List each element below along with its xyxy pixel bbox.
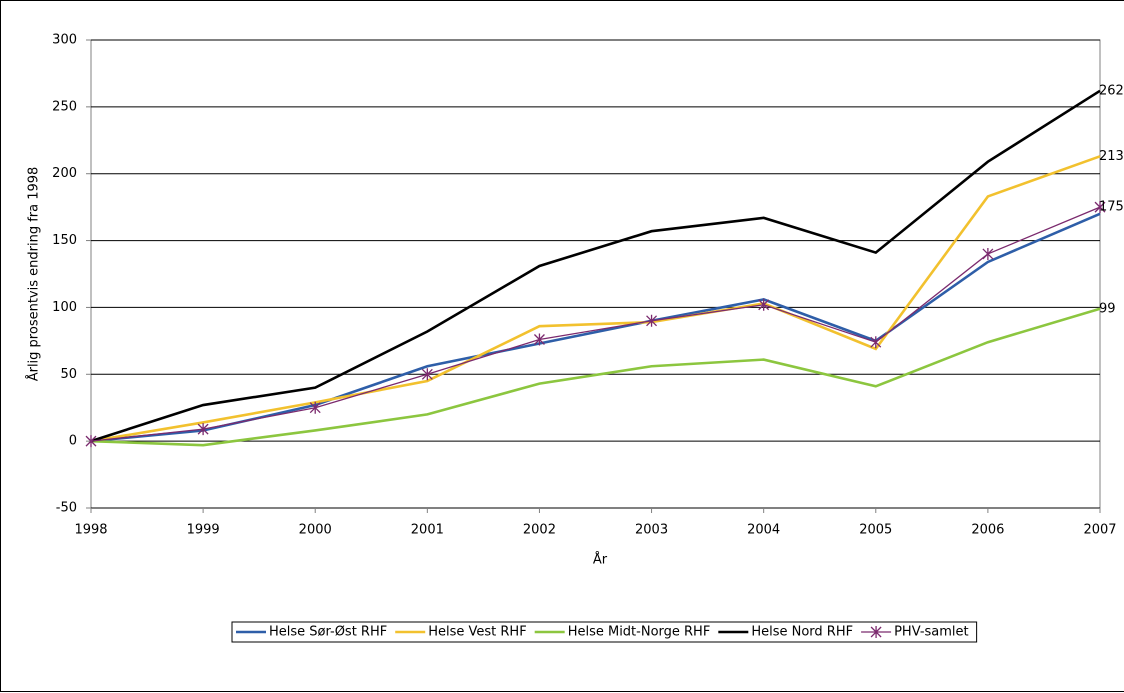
point-marker [870, 626, 882, 638]
point-marker [85, 435, 97, 448]
x-tick-label: 1998 [74, 523, 107, 538]
point-marker [533, 333, 545, 346]
y-tick-label: -50 [56, 501, 77, 516]
legend: Helse Sør-Øst RHF Helse Vest RHF Helse Mid… [231, 621, 978, 643]
x-tick-label: 2001 [411, 523, 444, 538]
legend-label: PHV-samlet [894, 625, 969, 640]
series-line [90, 307, 1101, 447]
series-line [90, 212, 1101, 443]
data-label: 175 [1099, 200, 1124, 215]
series-line [90, 206, 1101, 442]
x-tick-label: 2007 [1083, 523, 1116, 538]
legend-item: Helse Midt-Norge RHF [534, 625, 711, 640]
x-tick-label: 2005 [859, 523, 892, 538]
point-marker [1094, 201, 1106, 214]
legend-box [231, 621, 978, 643]
legend-item: Helse Vest RHF [395, 625, 527, 640]
y-tick-label: 150 [52, 233, 77, 248]
legend-label: Helse Sør-Øst RHF [269, 625, 387, 640]
data-label: 213 [1099, 149, 1124, 164]
legend-label: Helse Vest RHF [428, 625, 526, 640]
point-marker [309, 401, 321, 414]
legend-item: Helse Nord RHF [718, 625, 853, 640]
point-marker [982, 247, 994, 260]
y-tick-label: 50 [60, 367, 77, 382]
point-marker [421, 368, 433, 381]
series-line [90, 155, 1101, 443]
x-axis-label: År [593, 552, 608, 568]
legend-item: PHV-samlet [861, 625, 969, 640]
plot-area [90, 39, 1101, 509]
y-tick-label: 200 [52, 166, 77, 181]
point-marker [870, 336, 882, 349]
point-marker [646, 314, 658, 327]
point-marker [197, 423, 209, 436]
y-tick-label: 100 [52, 300, 77, 315]
x-tick-label: 2003 [635, 523, 668, 538]
point-marker [758, 298, 770, 311]
y-tick-label: 300 [52, 33, 77, 48]
y-tick-label: 0 [69, 434, 77, 449]
x-tick-label: 2004 [747, 523, 780, 538]
data-label: 99 [1099, 301, 1116, 316]
legend-label: Helse Midt-Norge RHF [568, 625, 711, 640]
y-tick-label: 250 [52, 99, 77, 114]
series-line [90, 89, 1101, 443]
data-label: 262 [1099, 83, 1124, 98]
legend-label: Helse Nord RHF [751, 625, 853, 640]
x-tick-label: 1999 [187, 523, 220, 538]
x-tick-label: 2000 [299, 523, 332, 538]
legend-item: Helse Sør-Øst RHF [236, 625, 387, 640]
x-tick-label: 2002 [523, 523, 556, 538]
y-axis-label: Årlig prosentvis endring fra 1998 [26, 167, 42, 382]
x-tick-label: 2006 [971, 523, 1004, 538]
